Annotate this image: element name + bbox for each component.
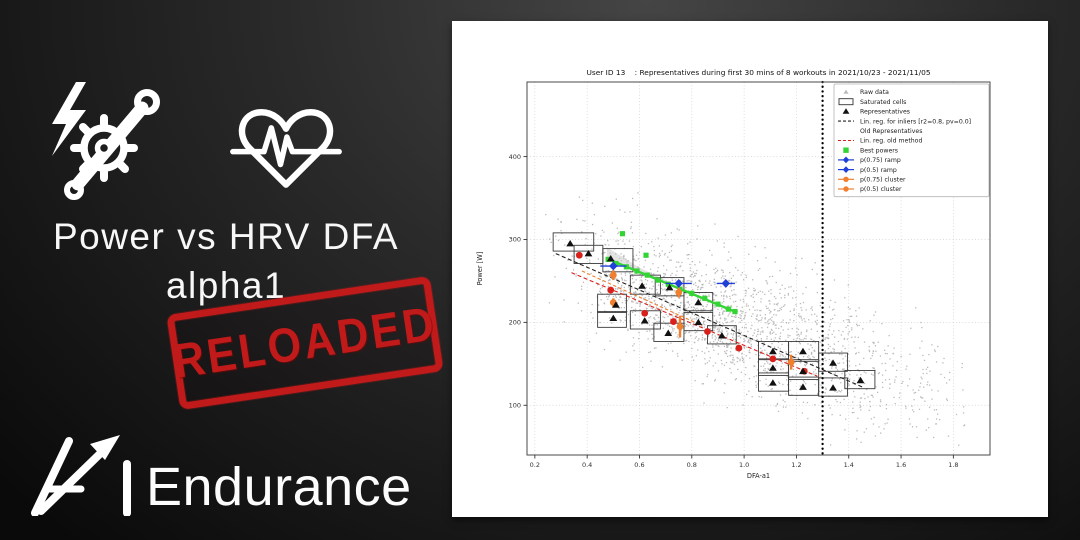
- svg-text:0.6: 0.6: [634, 461, 644, 469]
- y-axis-label: Power [W]: [476, 252, 484, 286]
- chart-panel: 0.2 0.4 0.6 0.8 1.0 1.2 1.4 1.6 1.8 100 200 300 400 D…: [452, 21, 1048, 517]
- old-representatives-layer: [575, 251, 808, 375]
- cluster-points-layer: [609, 270, 795, 370]
- power-crank-icon: [40, 80, 172, 208]
- brand-text: Endurance: [146, 457, 412, 517]
- svg-text:p(0.5) ramp: p(0.5) ramp: [860, 167, 897, 174]
- heart-pulse-icon-svg: [230, 109, 342, 188]
- svg-text:p(0.5) cluster: p(0.5) cluster: [860, 186, 902, 193]
- x-axis-label: DFA-a1: [747, 472, 770, 480]
- headline: Power vs HRV DFA alpha1: [0, 212, 452, 310]
- scatter-chart: 0.2 0.4 0.6 0.8 1.0 1.2 1.4 1.6 1.8 100 200 300 400 D…: [476, 68, 991, 480]
- power-crank-icon-svg: [52, 82, 160, 200]
- headline-line2: alpha1: [165, 265, 287, 306]
- chart-title: User ID 13 : Representatives during firs…: [586, 68, 930, 77]
- svg-text:Raw data: Raw data: [860, 89, 889, 96]
- svg-text:1.6: 1.6: [896, 461, 906, 469]
- svg-text:Lin. reg. old method: Lin. reg. old method: [860, 138, 922, 145]
- svg-text:0.8: 0.8: [687, 461, 697, 469]
- svg-text:1.8: 1.8: [948, 461, 958, 469]
- svg-text:Saturated cells: Saturated cells: [860, 99, 906, 106]
- headline-line1: Power vs HRV DFA: [52, 216, 400, 257]
- cluster-trend-line: [581, 270, 703, 327]
- lin-reg-old-line: [571, 272, 818, 377]
- raw-data-layer: [545, 192, 966, 446]
- svg-text:Best powers: Best powers: [860, 147, 898, 154]
- svg-text:1.0: 1.0: [739, 461, 749, 469]
- legend: Raw data Saturated cells Representatives Li…: [833, 83, 990, 198]
- grid-layer: [527, 82, 990, 455]
- confidence-band: [606, 246, 671, 287]
- svg-text:p(0.75) cluster: p(0.75) cluster: [860, 177, 906, 184]
- svg-text:400: 400: [509, 153, 521, 161]
- reloaded-stamp-text: RELOADED: [169, 296, 441, 389]
- left-panel: Power vs HRV DFA alpha1 RELOADED Enduran…: [0, 0, 452, 540]
- svg-text:Representatives: Representatives: [860, 109, 910, 116]
- svg-text:300: 300: [509, 236, 521, 244]
- svg-text:0.2: 0.2: [530, 461, 540, 469]
- svg-text:0.4: 0.4: [582, 461, 592, 469]
- brand-arrow-a-icon: [31, 435, 131, 516]
- axes-layer: 0.2 0.4 0.6 0.8 1.0 1.2 1.4 1.6 1.8 100 200 300 400 D…: [476, 153, 959, 480]
- svg-text:Lin. reg. for inliers [r2=0.8,: Lin. reg. for inliers [r2=0.8, pv=0.0]: [860, 118, 971, 125]
- svg-text:1.4: 1.4: [844, 461, 854, 469]
- svg-text:1.2: 1.2: [791, 461, 801, 469]
- heart-pulse-icon: [230, 104, 342, 192]
- lin-reg-inliers-line: [555, 253, 865, 389]
- saturated-cells-layer: [552, 232, 876, 397]
- svg-text:Old Representatives: Old Representatives: [860, 128, 922, 135]
- plot-frame: [526, 81, 991, 456]
- brand-logo: Endurance: [28, 430, 412, 516]
- svg-text:100: 100: [509, 401, 521, 409]
- svg-text:200: 200: [509, 319, 521, 327]
- svg-text:p(0.75) ramp: p(0.75) ramp: [860, 157, 901, 164]
- representatives-layer: [566, 240, 865, 391]
